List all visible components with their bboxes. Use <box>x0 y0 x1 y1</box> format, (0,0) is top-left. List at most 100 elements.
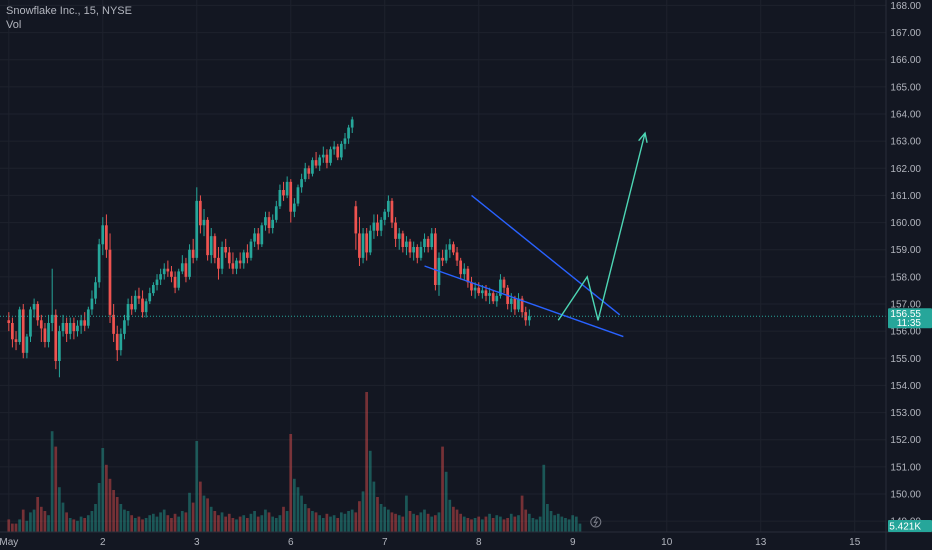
volume-bar <box>527 513 531 532</box>
candle-body <box>292 203 296 212</box>
candle-body <box>332 146 336 150</box>
candle-body <box>318 157 322 166</box>
volume-indicator-label[interactable]: Vol <box>6 19 22 31</box>
volume-bar <box>477 516 481 532</box>
candle-body <box>470 282 473 291</box>
volume-bar <box>307 508 311 532</box>
candle-body <box>499 279 502 296</box>
symbol-title[interactable]: Snowflake Inc., 15, NYSE <box>6 5 132 17</box>
candle-body <box>274 206 278 220</box>
candle-body <box>386 200 390 212</box>
volume-bar <box>271 516 275 532</box>
volume-bar <box>83 518 87 532</box>
candle-body <box>480 290 484 294</box>
candle-body <box>126 304 130 321</box>
candle-body <box>289 181 293 212</box>
volume-bar <box>412 513 415 532</box>
candle-body <box>101 225 105 245</box>
volume-bar <box>231 518 235 532</box>
time-tick-label: 6 <box>288 537 294 548</box>
candle-body <box>394 222 397 239</box>
candle-body <box>58 331 61 361</box>
volume-bar <box>119 504 123 532</box>
price-axis[interactable]: 149.00150.00151.00152.00153.00154.00155.… <box>885 0 921 550</box>
volume-bar <box>444 471 448 532</box>
candle-body <box>220 247 224 269</box>
candle-body <box>152 285 155 294</box>
candle-body <box>376 222 379 231</box>
volume-bar <box>202 495 206 532</box>
volume-bar <box>386 509 390 532</box>
last-price-value: 156.55 <box>890 309 921 320</box>
candle-body <box>76 325 79 332</box>
candle-body <box>401 233 405 247</box>
candle-body <box>137 295 141 299</box>
candle-body <box>213 236 217 258</box>
candle-body <box>390 200 394 223</box>
candle-body <box>65 323 68 334</box>
candle-body <box>130 304 134 310</box>
volume-bar <box>282 506 285 532</box>
price-tick-label: 160.00 <box>890 218 921 229</box>
candle-body <box>105 225 108 250</box>
candle-body <box>7 320 11 323</box>
candle-body <box>29 309 32 337</box>
volume-bar <box>531 518 535 532</box>
candle-body <box>405 241 408 247</box>
candle-body <box>296 187 300 204</box>
volume-bar <box>311 511 314 532</box>
time-tick-label: 8 <box>476 537 482 548</box>
candle-body <box>368 230 372 253</box>
time-tick-label: 9 <box>570 537 576 548</box>
lightning-glyph <box>593 517 599 527</box>
volume-bar <box>491 518 495 532</box>
volume-bar <box>433 515 437 532</box>
candle-body <box>148 293 152 302</box>
candle-body <box>184 263 188 277</box>
volume-bar <box>437 512 441 532</box>
candle-body <box>108 249 112 315</box>
volume-bar <box>502 519 506 532</box>
volume-bar <box>18 519 21 532</box>
candle-body <box>36 304 40 321</box>
volume-bar <box>123 509 126 532</box>
candle-body <box>495 295 499 302</box>
candle-body <box>412 247 415 253</box>
volume-bar <box>278 515 282 532</box>
volume-bar <box>365 392 368 532</box>
volume-bar <box>368 450 372 532</box>
volume-bar <box>574 516 578 532</box>
price-tick-label: 151.00 <box>890 462 921 473</box>
candle-body <box>43 328 47 342</box>
volume-bar <box>567 519 571 532</box>
trendline-drawings[interactable] <box>0 131 886 338</box>
volume-bar <box>227 513 231 532</box>
candle-body <box>354 206 358 234</box>
volume-bar <box>354 512 358 532</box>
volume-bar <box>213 511 217 532</box>
volume-bar <box>36 497 40 532</box>
candle-body <box>94 282 97 299</box>
candle-body <box>314 160 318 166</box>
volume-bar <box>285 511 289 532</box>
time-tick-label: 15 <box>849 537 861 548</box>
volume-bar <box>7 519 11 532</box>
candle-body <box>90 298 94 310</box>
volume-bar <box>553 515 556 532</box>
candle-body <box>462 268 466 275</box>
candle-body <box>423 238 426 247</box>
candle-body <box>336 146 340 158</box>
candle-body <box>383 211 387 220</box>
volume-bar <box>303 504 307 532</box>
time-axis[interactable]: May 2 3 6 7 8 9 10 13 15 <box>0 531 932 548</box>
volume-bar <box>372 481 376 532</box>
price-tick-label: 158.00 <box>890 272 921 283</box>
candle-body <box>455 252 459 261</box>
volume-bar <box>473 518 477 532</box>
volume-bar <box>220 512 224 532</box>
candle-body <box>466 268 470 283</box>
volume-bar <box>256 516 260 532</box>
candle-body <box>115 333 119 351</box>
